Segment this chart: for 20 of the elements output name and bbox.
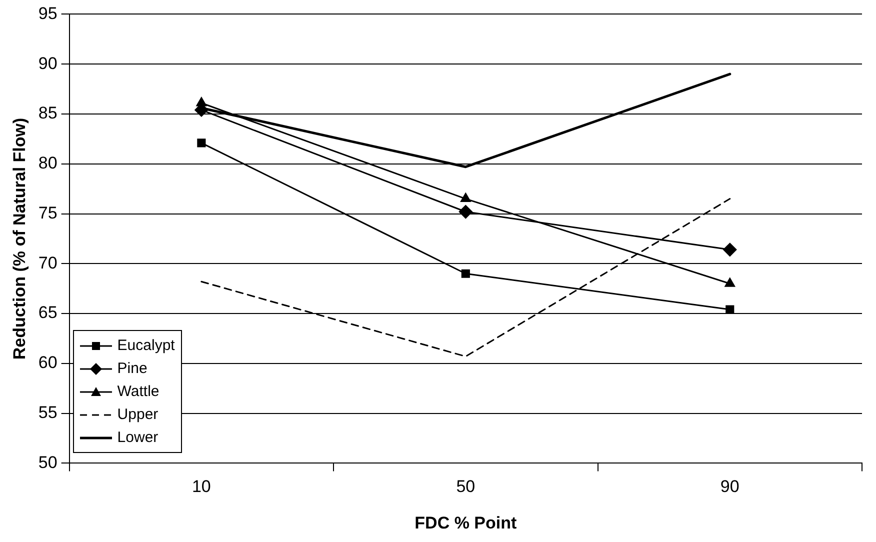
y-tick-label: 90 [38,54,58,73]
y-tick-label: 75 [38,203,58,222]
legend-label: Wattle [117,383,160,400]
x-tick-label: 90 [720,477,740,496]
y-tick-label: 65 [38,303,58,322]
legend-label: Upper [117,406,158,424]
y-axis-title: Reduction (% of Natural Flow) [10,118,29,360]
x-axis-title: FDC % Point [414,513,517,532]
x-tick-label: 10 [192,477,211,496]
y-tick-label: 80 [38,154,58,173]
legend-label: Lower [117,429,158,446]
y-tick-label: 50 [38,452,58,472]
legend-label: Pine [117,360,148,378]
y-tick-label: 85 [38,104,58,123]
y-tick-label: 55 [38,403,58,422]
legend-label: Eucalypt [117,337,175,354]
y-tick-label: 95 [38,4,58,23]
x-tick-label: 50 [456,477,476,496]
y-tick-label: 60 [38,353,58,372]
y-tick-label: 70 [38,253,58,272]
